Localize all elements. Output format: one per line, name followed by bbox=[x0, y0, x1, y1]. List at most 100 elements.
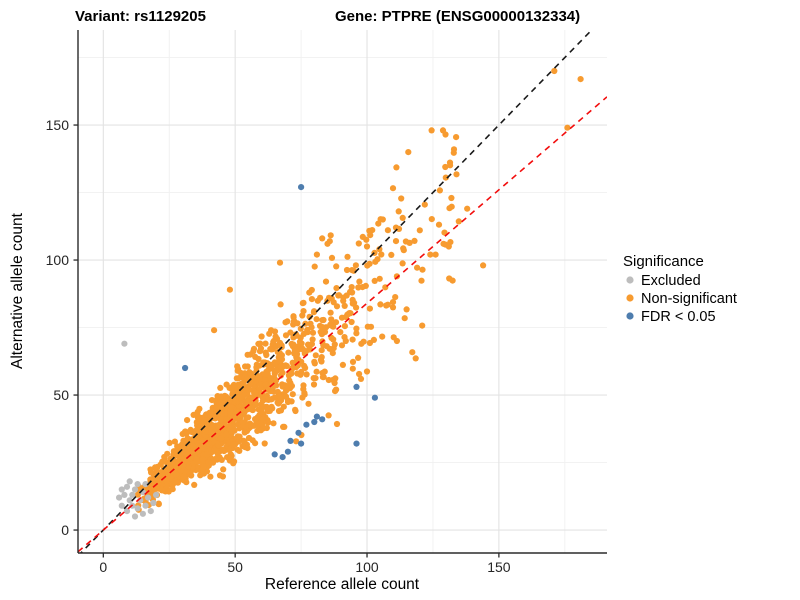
data-point-non-significant-outliers bbox=[577, 76, 584, 83]
tick-labels-layer: 0 50 100 150 0 50 100 150 bbox=[46, 117, 511, 575]
data-point-non-significant bbox=[441, 229, 448, 236]
data-point-non-significant bbox=[398, 195, 405, 202]
data-point-non-significant bbox=[252, 353, 259, 360]
data-point-fdr-0-05 bbox=[287, 437, 294, 444]
data-point-non-significant bbox=[163, 477, 170, 484]
data-point-non-significant bbox=[283, 386, 291, 393]
data-point-non-significant bbox=[300, 299, 307, 306]
data-point-non-significant bbox=[343, 266, 351, 274]
data-point-non-significant bbox=[292, 407, 299, 415]
data-point-non-significant bbox=[349, 358, 357, 365]
data-point-non-significant bbox=[300, 330, 307, 337]
data-point-non-significant bbox=[310, 381, 318, 388]
data-point-non-significant bbox=[318, 331, 325, 338]
x-axis-title: Reference allele count bbox=[265, 576, 420, 593]
data-point-non-significant bbox=[303, 371, 310, 378]
data-point-non-significant bbox=[349, 289, 356, 296]
data-point-non-significant bbox=[353, 330, 360, 337]
data-point-excluded bbox=[131, 486, 139, 493]
data-point-non-significant bbox=[455, 218, 462, 225]
data-point-non-significant bbox=[215, 422, 222, 430]
data-point-fdr-0-05 bbox=[284, 448, 291, 455]
data-point-non-significant bbox=[237, 394, 244, 401]
data-point-non-significant bbox=[215, 442, 222, 449]
data-point-fdr-0-05 bbox=[311, 418, 318, 426]
data-point-non-significant bbox=[338, 342, 346, 349]
data-point-excluded bbox=[118, 502, 125, 509]
data-point-non-significant bbox=[242, 363, 249, 370]
data-point-non-significant bbox=[219, 410, 226, 417]
data-point-non-significant bbox=[383, 302, 390, 309]
data-point-non-significant bbox=[371, 277, 378, 284]
reference-lines-layer bbox=[78, 30, 607, 553]
data-point-non-significant bbox=[173, 458, 181, 465]
data-point-non-significant bbox=[300, 308, 307, 315]
data-point-non-significant bbox=[418, 277, 425, 284]
data-point-non-significant bbox=[218, 393, 225, 400]
data-point-non-significant bbox=[245, 434, 253, 442]
data-point-non-significant bbox=[366, 260, 373, 267]
data-point-non-significant bbox=[318, 354, 325, 361]
data-point-non-significant bbox=[428, 127, 435, 134]
data-point-non-significant bbox=[419, 322, 426, 329]
data-point-non-significant bbox=[277, 301, 284, 308]
data-point-non-significant bbox=[252, 401, 259, 408]
data-point-non-significant bbox=[250, 378, 257, 385]
data-point-non-significant bbox=[435, 221, 443, 228]
data-point-non-significant bbox=[217, 384, 224, 391]
data-point-non-significant bbox=[294, 320, 301, 327]
data-point-non-significant bbox=[309, 336, 316, 343]
data-point-non-significant bbox=[327, 309, 334, 316]
data-point-non-significant bbox=[353, 304, 360, 311]
data-point-fdr-0-05 bbox=[319, 416, 326, 423]
data-point-excluded bbox=[142, 502, 149, 509]
data-point-non-significant bbox=[235, 438, 242, 445]
data-point-non-significant bbox=[442, 163, 449, 171]
data-point-non-significant bbox=[240, 381, 247, 388]
data-point-fdr-0-05 bbox=[298, 184, 305, 191]
data-point-non-significant bbox=[421, 201, 428, 208]
data-point-non-significant bbox=[256, 375, 263, 382]
data-point-non-significant bbox=[277, 363, 284, 370]
data-point-excluded bbox=[121, 340, 128, 347]
data-point-non-significant bbox=[267, 387, 274, 394]
data-point-non-significant bbox=[339, 361, 346, 368]
y-tick-label: 100 bbox=[46, 252, 70, 268]
data-point-non-significant bbox=[223, 416, 230, 423]
data-point-non-significant bbox=[273, 367, 280, 374]
data-point-non-significant bbox=[270, 338, 277, 346]
data-point-non-significant bbox=[183, 430, 190, 437]
data-point-non-significant bbox=[213, 455, 220, 462]
data-point-non-significant bbox=[332, 319, 340, 326]
data-point-non-significant bbox=[228, 423, 235, 430]
data-point-excluded bbox=[147, 508, 154, 515]
data-point-non-significant bbox=[305, 341, 312, 348]
data-point-non-significant bbox=[411, 237, 418, 244]
data-point-non-significant bbox=[341, 323, 348, 330]
data-point-non-significant bbox=[199, 456, 206, 463]
data-point-non-significant bbox=[442, 174, 449, 181]
data-point-non-significant bbox=[363, 368, 371, 375]
data-point-non-significant bbox=[449, 277, 456, 284]
data-point-non-significant-outliers bbox=[551, 67, 558, 75]
data-point-fdr-0-05 bbox=[371, 394, 378, 401]
data-point-non-significant-outliers bbox=[226, 286, 233, 293]
data-point-non-significant bbox=[313, 316, 320, 323]
data-point-non-significant bbox=[349, 336, 356, 343]
data-point-non-significant bbox=[280, 423, 287, 430]
data-point-excluded bbox=[126, 497, 133, 504]
data-point-non-significant bbox=[308, 296, 315, 303]
data-point-non-significant bbox=[400, 247, 407, 254]
data-point-non-significant bbox=[319, 369, 326, 377]
data-point-non-significant bbox=[341, 302, 348, 309]
data-point-non-significant bbox=[209, 435, 216, 442]
data-point-non-significant bbox=[388, 251, 395, 258]
data-point-non-significant bbox=[171, 438, 178, 445]
data-point-non-significant bbox=[180, 473, 187, 480]
data-point-non-significant-outliers bbox=[392, 224, 400, 231]
data-point-non-significant bbox=[165, 488, 172, 495]
y-tick-label: 150 bbox=[46, 117, 70, 133]
data-point-non-significant bbox=[359, 233, 366, 240]
data-point-non-significant bbox=[267, 381, 274, 388]
